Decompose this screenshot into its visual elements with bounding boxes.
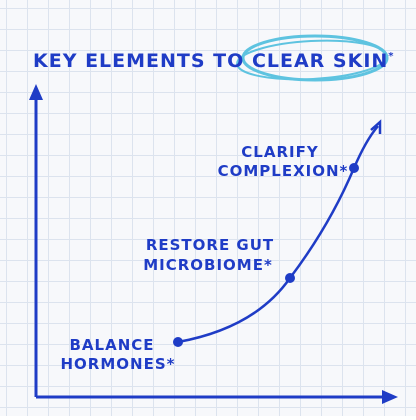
y-arrow [29, 84, 43, 100]
dot [173, 337, 183, 347]
x-arrow [382, 390, 398, 404]
dot [349, 163, 359, 173]
title-highlight: CLEAR SKIN [252, 50, 388, 72]
step-label: HORMONES* [61, 355, 176, 373]
step-label: RESTORE GUT [146, 236, 274, 254]
step-label: COMPLEXION* [218, 162, 349, 180]
curve [177, 125, 379, 344]
curve-arrow [370, 119, 382, 134]
title-lead: KEY ELEMENTS TO [33, 50, 244, 72]
title: KEY ELEMENTS TO CLEAR SKIN* [33, 50, 395, 72]
title-mark: * [388, 51, 394, 62]
step-label: MICROBIOME* [143, 256, 273, 274]
step-label: CLARIFY [241, 143, 319, 161]
step-label: BALANCE [69, 336, 154, 354]
dot [285, 273, 295, 283]
highlight-circle [236, 39, 388, 81]
